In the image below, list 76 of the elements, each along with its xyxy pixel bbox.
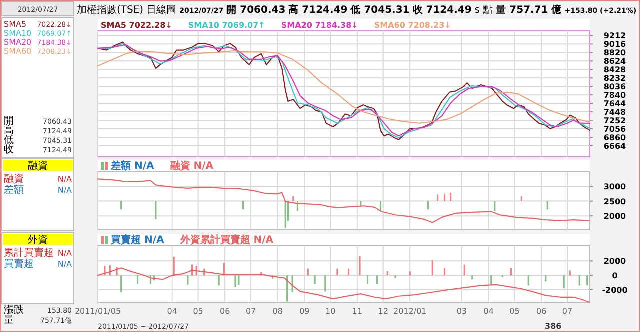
text: 差額 <box>4 184 24 196</box>
y-tick-label: 8232 <box>604 74 626 84</box>
text: SMA60 7208.23↓ <box>374 21 452 30</box>
y-tick-label: 8820 <box>604 48 627 58</box>
x-tick-label: 04 <box>484 307 494 316</box>
text: 量 <box>4 315 14 326</box>
text: 低 <box>4 135 14 146</box>
text: 融資 <box>4 173 24 185</box>
text: SMA20 7184.38↓ <box>281 21 358 30</box>
text: 收 7124.49 <box>412 4 472 16</box>
y-tick-label: -2000 <box>602 286 628 296</box>
text: N/A <box>58 260 73 269</box>
x-tick-label: 05 <box>193 307 204 316</box>
x-tick-label: 09 <box>300 307 310 316</box>
text: s 點 <box>474 4 494 16</box>
text: N/A <box>58 175 73 184</box>
text: 外資累計買賣超 N/A <box>179 234 274 246</box>
text: SMA10 7069.07↑ <box>188 21 266 30</box>
text: 高 7124.49 <box>288 4 348 16</box>
y-tick-label: 6664 <box>604 142 627 151</box>
x-tick-label: 04 <box>167 307 178 316</box>
chart-subtitle: 日線圖 <box>146 5 177 16</box>
text: SMA5 <box>4 20 27 29</box>
text: 量 757.71 億 <box>495 4 563 16</box>
y-tick-label: 7644 <box>604 100 627 109</box>
chart-title: 加權指數(TSE) <box>77 4 144 16</box>
y-tick-label: 8428 <box>604 66 627 75</box>
line-series <box>97 178 590 224</box>
x-tick-label: 12 <box>378 307 388 316</box>
x-tick-label: 06 <box>220 307 230 316</box>
y-tick-label: 2000 <box>604 257 627 266</box>
y-tick-label: 8036 <box>604 82 627 92</box>
text: N/A <box>58 186 73 195</box>
text: 開 <box>4 116 14 127</box>
text: 高 <box>4 124 14 136</box>
y-tick-label: 7252 <box>604 116 626 126</box>
y-tick-label: 2000 <box>604 212 627 222</box>
x-tick-label: 03 <box>456 307 468 316</box>
y-tick-label: 7448 <box>604 108 627 118</box>
y-tick-label: 3000 <box>604 182 627 192</box>
text: 開 7060.43 <box>226 4 286 16</box>
text: SMA60 <box>4 47 32 56</box>
x-tick-label: 06 <box>536 307 547 316</box>
text: 386 <box>545 322 562 331</box>
text: SMA20 <box>4 38 32 47</box>
text: 收 <box>4 144 14 156</box>
x-tick-label: 2011/01/05 <box>74 307 122 316</box>
line-series <box>97 268 590 303</box>
x-tick-label: 08 <box>272 307 283 316</box>
y-tick-label: 9212 <box>604 32 626 41</box>
text: 買賣超 <box>4 258 34 270</box>
y-tick-label: 6860 <box>604 134 627 143</box>
text: SMA10 <box>4 29 32 38</box>
legend-label: 買賣超 N/A <box>110 234 165 246</box>
text: 累計買賣超 <box>4 247 54 259</box>
text: 外資 <box>28 234 48 246</box>
x-tick-label: 07 <box>562 307 573 316</box>
y-tick-label: 8624 <box>604 57 627 66</box>
x-tick-label: 2012/01 <box>394 307 427 316</box>
y-tick-label: 2500 <box>604 197 627 206</box>
text: 融資 <box>28 160 48 172</box>
legend-label: 差額 N/A <box>110 160 155 172</box>
x-tick-label: 05 <box>510 307 520 316</box>
y-tick-label: 0 <box>612 272 618 281</box>
text: N/A <box>58 249 73 258</box>
y-tick-label: 9016 <box>604 40 627 50</box>
series-label: 融資 N/A <box>170 160 214 172</box>
text: 漲跌 <box>4 304 24 316</box>
line-series <box>97 50 591 124</box>
x-tick-label: 11 <box>352 307 362 316</box>
x-tick-label: 07 <box>246 307 256 316</box>
x-tick-label: 10 <box>326 307 336 316</box>
text: SMA5 7022.28↓ <box>101 21 172 30</box>
text: 低 7045.31 <box>350 4 410 16</box>
y-tick-label: 7840 <box>604 91 627 100</box>
y-tick-label: 7056 <box>604 125 627 134</box>
